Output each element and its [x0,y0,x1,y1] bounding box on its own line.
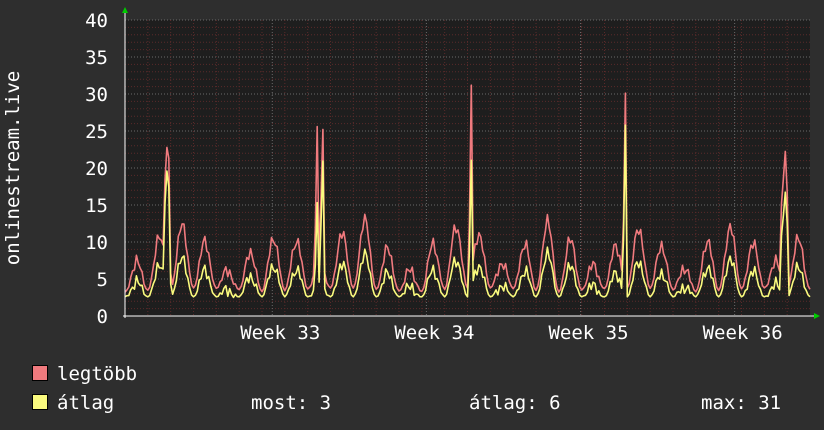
x-tick-label: Week 34 [394,322,474,340]
legend-label-max: legtöbb [57,363,138,385]
y-tick-labels: 0 5 10 15 20 25 30 35 40 [85,10,108,328]
series-line-avg [124,124,811,299]
legend-item-avg: átlag [32,392,114,414]
series-layer [124,84,811,299]
y-tick-label: 15 [85,195,108,217]
x-tick-label: Week 33 [240,322,320,340]
x-axis-arrow-icon [814,313,820,319]
x-tick-label: Week 36 [703,322,783,340]
y-tick-label: 10 [85,232,108,254]
y-axis-arrow-icon [122,7,128,13]
x-tick-labels: Week 33 Week 34 Week 35 Week 36 [240,322,782,340]
legend-item-max: legtöbb [32,363,137,385]
axes [122,7,820,319]
y-tick-label: 30 [85,84,108,106]
legend-swatch-max [32,365,48,381]
stat-average: átlag: 6 [469,392,561,414]
x-tick-label: Week 35 [548,322,628,340]
grid [125,19,810,316]
stat-now: most: 3 [251,392,332,414]
y-tick-label: 20 [85,158,108,180]
legend-swatch-avg [32,394,48,410]
stat-max: max: 31 [701,392,782,414]
y-tick-label: 5 [97,269,108,291]
y-axis-label: onlinestream.live [2,71,24,265]
y-tick-label: 0 [97,306,108,328]
y-tick-label: 40 [85,10,108,32]
legend-label-avg: átlag [57,392,115,414]
y-tick-label: 35 [85,47,108,69]
y-tick-label: 25 [85,121,108,143]
